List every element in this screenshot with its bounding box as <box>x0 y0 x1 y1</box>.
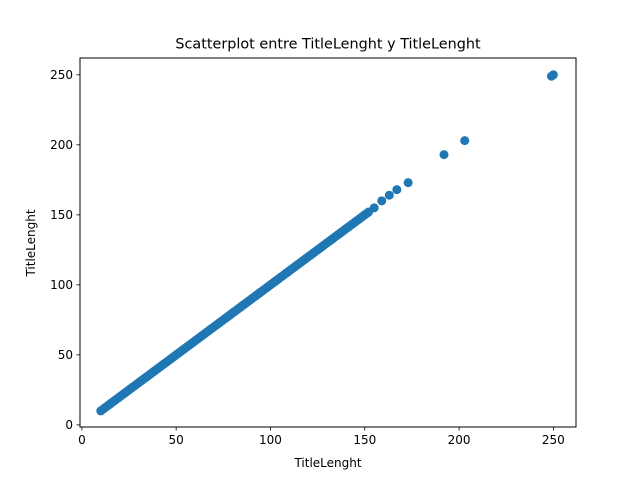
y-tick-label: 0 <box>65 418 73 432</box>
x-tick-label: 0 <box>78 433 86 447</box>
x-tick-label: 50 <box>169 433 184 447</box>
y-axis-label: TitleLenght <box>24 209 38 277</box>
scatter-points <box>96 70 558 416</box>
scatter-point <box>369 203 379 213</box>
scatter-point <box>548 70 558 80</box>
x-tick-label: 200 <box>448 433 471 447</box>
x-tick-label: 150 <box>353 433 376 447</box>
y-axis-ticks: 0 50 100 150 200 250 <box>50 68 80 432</box>
scatter-point <box>377 196 387 206</box>
chart-title: Scatterplot entre TitleLenght y TitleLen… <box>175 37 481 53</box>
plot-area-frame <box>79 57 577 428</box>
scatter-point <box>403 178 413 188</box>
scatter-point <box>460 136 470 146</box>
scatter-point <box>384 190 394 200</box>
x-axis-ticks: 0 50 100 150 200 250 <box>78 427 565 447</box>
x-axis-label: TitleLenght <box>293 456 361 470</box>
scatter-point <box>392 185 402 195</box>
y-tick-label: 200 <box>50 138 73 152</box>
y-tick-label: 50 <box>58 348 73 362</box>
y-tick-label: 100 <box>50 278 73 292</box>
x-tick-label: 100 <box>259 433 282 447</box>
x-tick-label: 250 <box>542 433 565 447</box>
y-tick-label: 250 <box>50 68 73 82</box>
y-tick-label: 150 <box>50 208 73 222</box>
scatter-point <box>439 150 449 160</box>
